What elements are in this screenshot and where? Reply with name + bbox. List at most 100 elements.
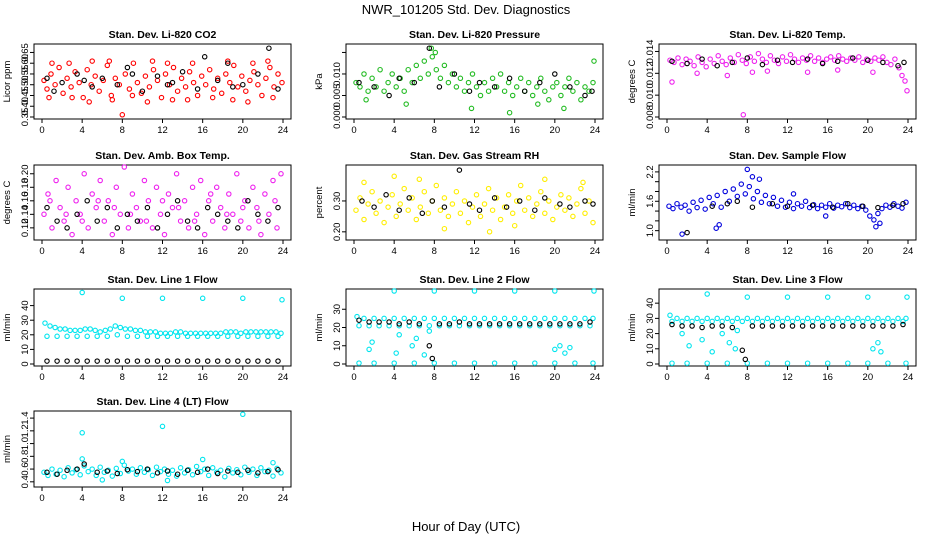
data-point — [718, 204, 724, 210]
data-point — [591, 288, 597, 294]
data-point — [521, 315, 528, 322]
data-point — [590, 315, 596, 322]
data-point — [759, 56, 766, 62]
data-point — [270, 459, 276, 466]
data-point — [174, 358, 181, 364]
x-tick-label: 20 — [238, 372, 249, 383]
data-point — [493, 195, 500, 201]
series-2 — [44, 45, 281, 94]
data-point — [550, 216, 556, 223]
data-point — [689, 323, 695, 329]
data-point — [84, 198, 90, 204]
data-point — [191, 218, 198, 224]
data-point — [104, 333, 111, 340]
data-point — [60, 90, 66, 97]
data-point — [822, 213, 829, 219]
data-point — [92, 73, 98, 79]
data-point — [714, 192, 720, 199]
data-point — [863, 207, 869, 213]
data-point — [45, 191, 51, 197]
x-tick-label: 24 — [903, 125, 914, 136]
data-point — [240, 204, 246, 211]
data-point — [61, 218, 67, 224]
data-point — [255, 470, 261, 476]
data-point — [373, 210, 379, 217]
data-point — [426, 322, 433, 329]
data-point — [79, 456, 85, 462]
data-point — [789, 59, 796, 66]
data-point — [228, 329, 234, 335]
data-point — [406, 322, 412, 329]
data-point — [491, 315, 498, 322]
data-point — [709, 323, 715, 329]
data-point — [235, 469, 241, 476]
data-point — [767, 53, 774, 59]
data-point — [552, 315, 558, 322]
x-tick-label: 4 — [705, 125, 710, 136]
data-point — [885, 315, 891, 322]
data-point — [89, 191, 95, 197]
data-point — [279, 297, 285, 303]
data-point — [790, 205, 797, 212]
data-point — [860, 318, 866, 325]
panel-title: Stan. Dev. Li-820 Pressure — [409, 29, 540, 41]
y-tick-label: 0.010 — [645, 83, 656, 107]
panel-title: Stan. Dev. Amb. Box Temp. — [95, 150, 230, 162]
data-point — [843, 58, 850, 65]
data-point — [679, 323, 685, 329]
data-point — [253, 329, 259, 335]
data-point — [769, 323, 776, 329]
data-point — [361, 71, 367, 77]
data-point — [245, 99, 251, 105]
data-point — [112, 323, 119, 329]
data-point — [365, 88, 371, 94]
data-point — [169, 97, 176, 103]
data-point — [580, 179, 586, 186]
y-tick-label: 0.20 — [20, 165, 31, 184]
data-point — [409, 195, 415, 201]
data-point — [113, 184, 120, 191]
x-tick-label: 4 — [705, 372, 710, 383]
data-point — [669, 79, 675, 85]
data-point — [890, 323, 896, 329]
panel-title: Stan. Dev. Sample Flow — [729, 150, 847, 162]
y-tick-label: 0.8 — [20, 450, 31, 463]
data-point — [209, 218, 216, 224]
data-point — [396, 207, 402, 213]
data-point — [699, 318, 705, 325]
y-tick-label: 40 — [645, 298, 656, 309]
y-tick-label: 30 — [645, 313, 656, 324]
data-point — [119, 458, 126, 465]
y-tick-label: 30 — [332, 304, 343, 315]
data-point — [251, 69, 257, 75]
data-point — [735, 51, 742, 58]
data-point — [132, 327, 139, 334]
data-point — [895, 315, 901, 322]
data-point — [224, 211, 230, 218]
data-point — [406, 195, 412, 201]
data-point — [255, 333, 261, 340]
data-point — [819, 318, 826, 325]
data-point — [421, 352, 428, 358]
x-tick-label: 20 — [550, 125, 561, 136]
data-point — [201, 231, 208, 238]
data-point — [684, 360, 690, 366]
data-point — [139, 88, 146, 94]
series-2 — [44, 461, 281, 477]
data-point — [369, 339, 375, 345]
data-point — [114, 81, 121, 88]
data-point — [839, 318, 846, 325]
data-point — [262, 191, 268, 197]
data-point — [562, 315, 568, 322]
data-point — [739, 57, 746, 63]
data-point — [263, 329, 269, 335]
plot-frame — [345, 288, 604, 367]
data-point — [130, 60, 137, 66]
data-point — [52, 81, 58, 88]
data-point — [505, 192, 512, 198]
data-point — [116, 81, 123, 88]
data-point — [41, 469, 47, 476]
y-tick-label: 0.008 — [645, 105, 656, 129]
data-point — [453, 84, 460, 90]
data-point — [824, 360, 831, 366]
